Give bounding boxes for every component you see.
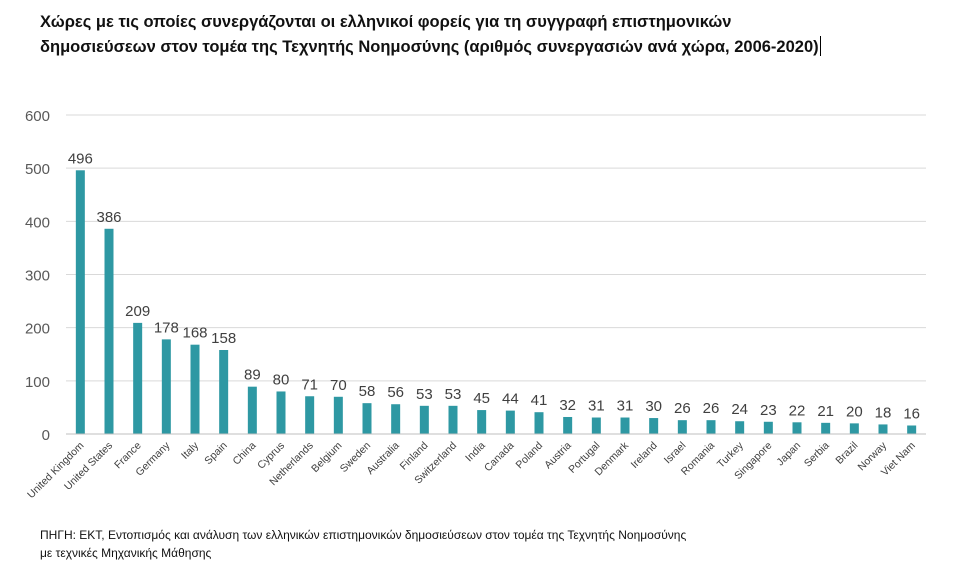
x-tick-label: Canada bbox=[482, 440, 517, 475]
source-note: ΠΗΓΗ: ΕΚΤ, Εντοπισμός και ανάλυση των ελ… bbox=[40, 526, 686, 562]
bar bbox=[706, 420, 716, 434]
bar bbox=[219, 349, 229, 434]
bar bbox=[620, 417, 630, 434]
bars bbox=[75, 170, 917, 434]
bar bbox=[477, 410, 487, 434]
bar bbox=[792, 422, 802, 434]
bar bbox=[133, 322, 143, 434]
y-tick-label: 500 bbox=[25, 161, 50, 178]
chart-title-line-1: Χώρες με τις οποίες συνεργάζονται οι ελλ… bbox=[40, 13, 732, 31]
data-label: 18 bbox=[875, 404, 892, 421]
bar bbox=[362, 403, 372, 434]
chart-title: Χώρες με τις οποίες συνεργάζονται οι ελλ… bbox=[40, 10, 920, 60]
y-tick-label: 100 bbox=[25, 374, 50, 391]
x-tick-label: Italy bbox=[179, 439, 202, 462]
text-cursor bbox=[819, 36, 821, 56]
y-tick-label: 300 bbox=[25, 268, 50, 285]
bar bbox=[104, 228, 114, 434]
data-label: 16 bbox=[903, 405, 920, 422]
source-line-2: με τεχνικές Μηχανικής Μάθησης bbox=[40, 546, 212, 560]
x-tick-label: Ireland bbox=[629, 440, 660, 471]
data-label: 20 bbox=[846, 403, 863, 420]
y-axis-tick-labels: 0 100 200 300 400 500 600 bbox=[25, 108, 50, 444]
bar bbox=[276, 391, 286, 434]
x-tick-label: Spain bbox=[202, 440, 230, 468]
data-label: 45 bbox=[473, 390, 490, 407]
y-tick-label: 200 bbox=[25, 321, 50, 338]
chart-title-line-2-text: δημοσιεύσεων στον τομέα της Τεχνητής Νοη… bbox=[40, 38, 819, 56]
data-label: 32 bbox=[559, 397, 576, 414]
y-tick-label: 400 bbox=[25, 214, 50, 231]
bar bbox=[419, 405, 429, 434]
bar bbox=[190, 344, 200, 434]
bar bbox=[505, 410, 515, 434]
gridlines bbox=[66, 114, 926, 382]
data-label: 44 bbox=[502, 391, 519, 408]
data-label: 30 bbox=[645, 398, 662, 415]
chart-title-line-2: δημοσιεύσεων στον τομέα της Τεχνητής Νοη… bbox=[40, 35, 920, 60]
data-label: 23 bbox=[760, 402, 777, 419]
data-label: 24 bbox=[731, 401, 748, 418]
data-label: 31 bbox=[617, 398, 634, 415]
data-label: 26 bbox=[674, 400, 691, 417]
data-label: 89 bbox=[244, 367, 261, 384]
data-label: 58 bbox=[359, 383, 376, 400]
bar bbox=[735, 421, 745, 434]
data-label: 70 bbox=[330, 377, 347, 394]
x-tick-label: Japan bbox=[774, 440, 803, 469]
bar bbox=[75, 170, 85, 434]
data-label: 31 bbox=[588, 398, 605, 415]
data-label: 21 bbox=[817, 403, 834, 420]
data-label: 71 bbox=[301, 376, 318, 393]
source-line-1: ΠΗΓΗ: ΕΚΤ, Εντοπισμός και ανάλυση των ελ… bbox=[40, 528, 687, 542]
bar bbox=[907, 425, 917, 434]
data-label: 41 bbox=[531, 392, 548, 409]
data-label: 168 bbox=[182, 325, 207, 342]
data-label: 209 bbox=[125, 303, 150, 320]
bar bbox=[763, 421, 773, 434]
bar bbox=[649, 418, 659, 434]
data-label: 80 bbox=[273, 371, 290, 388]
data-label: 53 bbox=[416, 386, 433, 403]
bar bbox=[534, 412, 544, 434]
x-tick-label: Poland bbox=[514, 440, 546, 472]
bar bbox=[333, 396, 343, 434]
data-label: 53 bbox=[445, 386, 462, 403]
data-label: 496 bbox=[68, 150, 93, 167]
x-tick-label: Israel bbox=[662, 440, 689, 467]
bar bbox=[161, 339, 171, 434]
bar bbox=[391, 404, 401, 434]
data-label: 26 bbox=[703, 400, 720, 417]
bar bbox=[821, 422, 831, 434]
y-tick-label: 600 bbox=[25, 108, 50, 125]
bar bbox=[247, 386, 257, 434]
bar bbox=[878, 424, 888, 434]
x-tick-label: Serbia bbox=[802, 440, 832, 470]
x-tick-label: Belgium bbox=[309, 439, 344, 474]
y-tick-label: 0 bbox=[42, 427, 50, 444]
data-label: 386 bbox=[96, 209, 121, 226]
bar bbox=[448, 405, 458, 434]
x-tick-label: India bbox=[463, 440, 488, 465]
data-label: 56 bbox=[387, 384, 404, 401]
data-label: 22 bbox=[789, 402, 806, 419]
bar bbox=[677, 420, 687, 434]
bar bbox=[305, 396, 315, 434]
bar bbox=[849, 423, 859, 434]
data-label: 158 bbox=[211, 330, 236, 347]
data-label: 178 bbox=[154, 319, 179, 336]
bar bbox=[563, 416, 573, 434]
bar bbox=[591, 417, 601, 434]
